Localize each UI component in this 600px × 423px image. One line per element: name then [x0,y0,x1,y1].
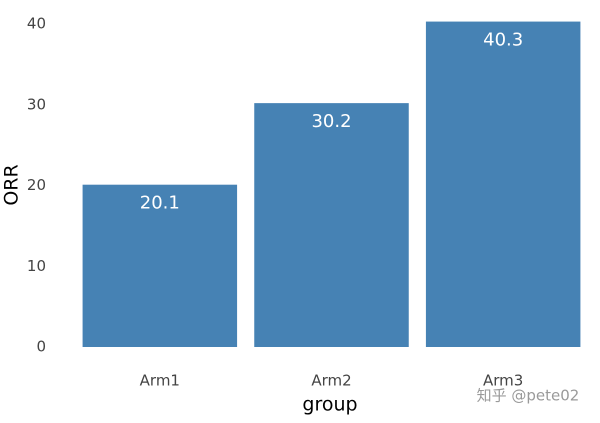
y-tick-label: 40 [27,15,46,33]
value-label: 20.1 [140,193,180,214]
x-axis-title: group [302,394,357,416]
x-tick-label: Arm1 [140,372,180,390]
y-tick-label: 20 [27,176,46,194]
x-tick-label: Arm2 [311,372,351,390]
bar [254,103,409,347]
y-tick-label: 0 [36,338,46,356]
value-label: 30.2 [311,111,351,132]
watermark: 知乎 @pete02 [477,387,580,405]
bar [425,21,581,347]
y-tick-label: 10 [27,257,46,275]
y-axis-title: ORR [1,164,23,205]
bar [82,184,238,347]
x-tick-label: Arm3 [483,372,523,390]
value-label: 40.3 [483,30,523,51]
y-tick-label: 30 [27,95,46,113]
